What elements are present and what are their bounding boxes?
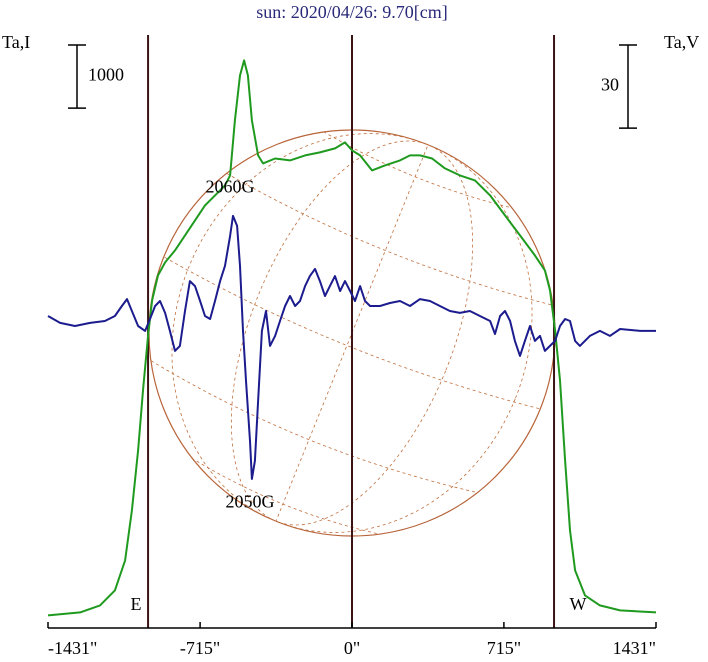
annotation: 2050G [226, 492, 275, 512]
x-tick-label: 0" [344, 638, 360, 658]
y2-axis-label: Ta,V [664, 32, 699, 52]
limb-label: W [570, 594, 587, 614]
scale-bar-label: 30 [601, 75, 619, 95]
x-tick-label: -1431" [48, 638, 97, 658]
annotation: 2060G [206, 177, 255, 197]
series-line [47, 214, 656, 480]
y-axis-label: Ta,I [2, 32, 30, 52]
limb-label: E [131, 594, 142, 614]
series-line [47, 59, 657, 617]
x-tick-label: 715" [487, 638, 521, 658]
x-tick-label: -715" [180, 638, 220, 658]
chart-title: sun: 2020/04/26: 9.70[cm] [256, 2, 448, 22]
scale-bar-label: 1000 [88, 65, 124, 85]
x-tick-label: 1431" [613, 638, 656, 658]
